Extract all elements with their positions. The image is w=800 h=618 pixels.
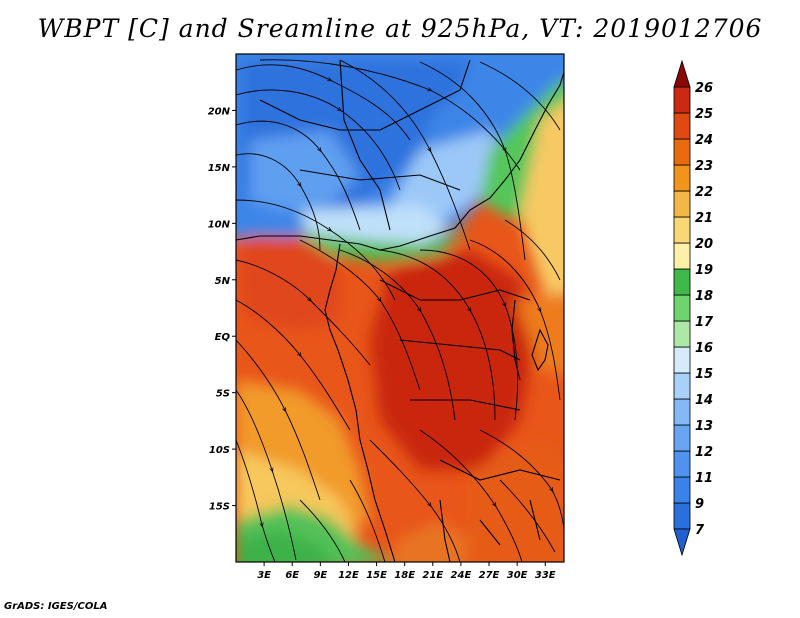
- lon-tick-label: 12E: [338, 570, 359, 581]
- colorbar-label: 17: [695, 315, 714, 330]
- colorbar-swatch: [673, 320, 691, 348]
- colorbar-swatch: [673, 424, 691, 452]
- colorbar-label: 23: [695, 159, 713, 174]
- lon-tick-label: 9E: [313, 570, 327, 581]
- colorbar-label: 12: [695, 445, 713, 460]
- shaded-field: [236, 54, 564, 562]
- colorbar-label: 20: [695, 237, 713, 252]
- colorbar-min-triangle: [673, 528, 691, 557]
- colorbar-max-triangle: [673, 59, 691, 88]
- lon-tick-label: 27E: [479, 570, 500, 581]
- colorbar-label: 18: [695, 289, 713, 304]
- map-frame: [235, 53, 565, 563]
- lon-tick-label: 3E: [257, 570, 271, 581]
- colorbar-swatch: [673, 164, 691, 192]
- colorbar-label: 21: [695, 211, 713, 226]
- lat-tick-label: 20N: [208, 106, 231, 117]
- colorbar-label: 25: [695, 107, 713, 122]
- lon-tick-label: 33E: [535, 570, 556, 581]
- colorbar-label: 7: [695, 523, 705, 538]
- lat-tick-label: 5N: [215, 276, 231, 287]
- colorbar-label: 19: [695, 263, 713, 278]
- colorbar-label: 13: [695, 419, 713, 434]
- colorbar-swatch: [673, 476, 691, 504]
- coastlines-borders: [236, 59, 564, 562]
- colorbar-swatch: [673, 398, 691, 426]
- colorbar-label: 15: [695, 367, 713, 382]
- latitude-axis: 20N 15N 10N 5N EQ 5S 10S 15S: [208, 106, 236, 513]
- colorbar-label: 16: [695, 341, 713, 356]
- colorbar-swatch: [673, 372, 691, 400]
- streamlines: [236, 59, 564, 562]
- colorbar-swatch: [673, 450, 691, 478]
- colorbar-label: 24: [695, 133, 713, 148]
- longitude-axis: 3E 6E 9E 12E 15E 18E 21E 24E 27E 30E 33E: [257, 562, 556, 581]
- lat-tick-label: EQ: [215, 332, 231, 343]
- colorbar-swatch: [673, 138, 691, 166]
- colorbar-label: 11: [695, 471, 713, 486]
- colorbar-swatch: [673, 294, 691, 322]
- lon-tick-label: 21E: [422, 570, 443, 581]
- lon-tick-label: 6E: [285, 570, 299, 581]
- lat-tick-label: 10S: [209, 445, 230, 456]
- colorbar-swatch: [673, 242, 691, 270]
- colorbar-swatch: [673, 502, 691, 530]
- colorbar-swatch: [673, 216, 691, 244]
- colorbar-swatch: [673, 190, 691, 218]
- colorbar-label: 26: [695, 81, 713, 96]
- lon-tick-label: 15E: [366, 570, 387, 581]
- colorbar-label: 22: [695, 185, 713, 200]
- colorbar-swatch: [673, 112, 691, 140]
- lon-tick-label: 30E: [507, 570, 528, 581]
- lat-tick-label: 15S: [209, 502, 230, 513]
- colorbar: 7 9 11 12 13 14 15 16 17 18 19 20 21 22 23 24 25 26: [673, 59, 714, 557]
- lat-tick-label: 5S: [216, 389, 230, 400]
- lat-tick-label: 10N: [208, 219, 231, 230]
- lon-tick-label: 18E: [394, 570, 415, 581]
- colorbar-swatch: [673, 86, 691, 114]
- colorbar-swatch: [673, 268, 691, 296]
- plot-title: WBPT [C] and Sreamline at 925hPa, VT: 20…: [37, 14, 763, 43]
- colorbar-label: 9: [695, 497, 704, 512]
- credit-text: GrADS: IGES/COLA: [4, 601, 108, 612]
- lat-tick-label: 15N: [208, 163, 231, 174]
- colorbar-swatch: [673, 346, 691, 374]
- lon-tick-label: 24E: [451, 570, 472, 581]
- colorbar-label: 14: [695, 393, 713, 408]
